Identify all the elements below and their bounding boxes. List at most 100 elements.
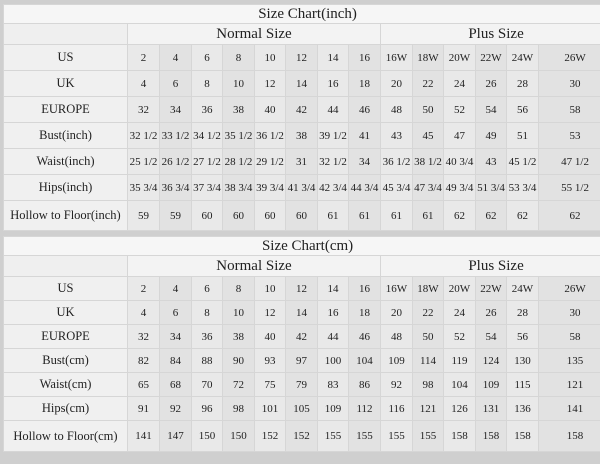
size-cell: 61 [412, 200, 444, 231]
size-cell: 4 [159, 276, 192, 301]
size-cell: 10 [254, 276, 286, 301]
size-cell: 131 [475, 396, 507, 421]
size-cell: 101 [254, 396, 286, 421]
size-cell: 109 [317, 396, 349, 421]
size-chart-cm-table: Size Chart(cm) Normal Size Plus Size US 2 4 6 8… [2, 236, 600, 452]
size-cell: 155 [317, 420, 349, 452]
size-cell: 56 [506, 324, 539, 349]
size-cell: 121 [537, 372, 600, 397]
chart-title: Size Chart(inch) [2, 4, 600, 24]
size-cell: 28 [506, 300, 539, 325]
size-cell: 22W [475, 276, 507, 301]
size-cell: 14 [317, 44, 349, 71]
size-cell: 25 1/2 [127, 148, 160, 175]
size-cell: 48 [380, 324, 413, 349]
size-cell: 75 [254, 372, 286, 397]
size-cell: 44 [317, 324, 349, 349]
size-cell: 62 [443, 200, 476, 231]
size-cell: 54 [475, 96, 507, 123]
table-row: Waist(cm) 65 68 70 72 75 79 83 86 92 98 104 109 115 12… [3, 372, 600, 397]
row-label: Waist(inch) [3, 148, 128, 175]
size-cell: 53 3/4 [506, 174, 539, 201]
size-cell: 20 [380, 70, 413, 97]
size-cell: 92 [380, 372, 413, 397]
size-cell: 22 [412, 70, 444, 97]
size-cell: 45 3/4 [380, 174, 413, 201]
size-cell: 104 [348, 348, 381, 373]
table-row: EUROPE 32 34 36 38 40 42 44 46 48 50 52 54 56 58 [3, 96, 600, 123]
row-label: US [3, 44, 128, 71]
row-label: EUROPE [3, 96, 128, 123]
size-cell: 152 [285, 420, 318, 452]
row-label: Hips(cm) [3, 396, 128, 421]
size-cell: 32 [127, 96, 160, 123]
size-cell: 12 [254, 70, 286, 97]
size-cell: 62 [475, 200, 507, 231]
size-cell: 55 1/2 [537, 174, 600, 201]
size-cell: 47 3/4 [412, 174, 444, 201]
size-cell: 4 [159, 44, 192, 71]
size-cell: 115 [506, 372, 539, 397]
size-cell: 10 [222, 300, 255, 325]
size-cell: 24 [443, 70, 476, 97]
size-cell: 16 [348, 276, 381, 301]
table-row: Hollow to Floor(inch) 59 59 60 60 60 60 61 61 61 6… [3, 200, 600, 231]
size-cell: 10 [222, 70, 255, 97]
size-cell: 26 [475, 300, 507, 325]
size-cell: 22 [412, 300, 444, 325]
size-cell: 24 [443, 300, 476, 325]
row-label: UK [3, 300, 128, 325]
size-cell: 32 1/2 [317, 148, 349, 175]
size-cell: 38 1/2 [412, 148, 444, 175]
size-cell: 28 [506, 70, 539, 97]
size-cell: 49 [475, 122, 507, 149]
table-row: UK 4 6 8 10 12 14 16 18 20 22 24 26 28 30 [3, 300, 600, 325]
size-cell: 41 3/4 [285, 174, 318, 201]
size-cell: 42 3/4 [317, 174, 349, 201]
size-cell: 105 [285, 396, 318, 421]
table-row: Bust(inch) 32 1/2 33 1/2 34 1/2 35 1/2 36 1/2… [3, 122, 600, 149]
size-cell: 4 [127, 300, 160, 325]
size-cell: 12 [285, 44, 318, 71]
size-cell: 28 1/2 [222, 148, 255, 175]
size-cell: 20W [443, 44, 476, 71]
size-cell: 155 [348, 420, 381, 452]
size-cell: 12 [254, 300, 286, 325]
size-cell: 47 [443, 122, 476, 149]
size-cell: 10 [254, 44, 286, 71]
size-cell: 147 [159, 420, 192, 452]
size-cell: 4 [127, 70, 160, 97]
size-cell: 72 [222, 372, 255, 397]
size-cell: 37 3/4 [191, 174, 223, 201]
table-row: Hollow to Floor(cm) 141 147 150 150 152 152 155… [3, 420, 600, 452]
size-cell: 20 [380, 300, 413, 325]
size-cell: 92 [159, 396, 192, 421]
size-cell: 60 [191, 200, 223, 231]
size-cell: 45 1/2 [506, 148, 539, 175]
table-row: EUROPE 32 34 36 38 40 42 44 46 48 50 52 54 56 58 [3, 324, 600, 349]
size-cell: 91 [127, 396, 160, 421]
size-cell: 26 [475, 70, 507, 97]
row-label: Waist(cm) [3, 372, 128, 397]
row-label: US [3, 276, 128, 301]
size-cell: 98 [222, 396, 255, 421]
size-cell: 158 [475, 420, 507, 452]
size-cell: 93 [254, 348, 286, 373]
size-cell: 52 [443, 96, 476, 123]
size-cell: 60 [285, 200, 318, 231]
size-cell: 16W [380, 44, 413, 71]
table-row: Bust(cm) 82 84 88 90 93 97 100 104 109 114 119 124 13… [3, 348, 600, 373]
size-cell: 39 3/4 [254, 174, 286, 201]
size-cell: 62 [506, 200, 539, 231]
size-cell: 88 [191, 348, 223, 373]
size-chart-inch-table: Size Chart(inch) Normal Size Plus Size US 2 4… [2, 4, 600, 231]
size-cell: 60 [222, 200, 255, 231]
size-cell: 30 [537, 70, 600, 97]
size-cell: 6 [191, 44, 223, 71]
row-label: Hollow to Floor(cm) [3, 420, 128, 452]
size-cell: 60 [254, 200, 286, 231]
group-header-row: Normal Size Plus Size [3, 23, 600, 45]
size-cell: 16 [317, 70, 349, 97]
size-cell: 109 [475, 372, 507, 397]
size-cell: 8 [222, 44, 255, 71]
